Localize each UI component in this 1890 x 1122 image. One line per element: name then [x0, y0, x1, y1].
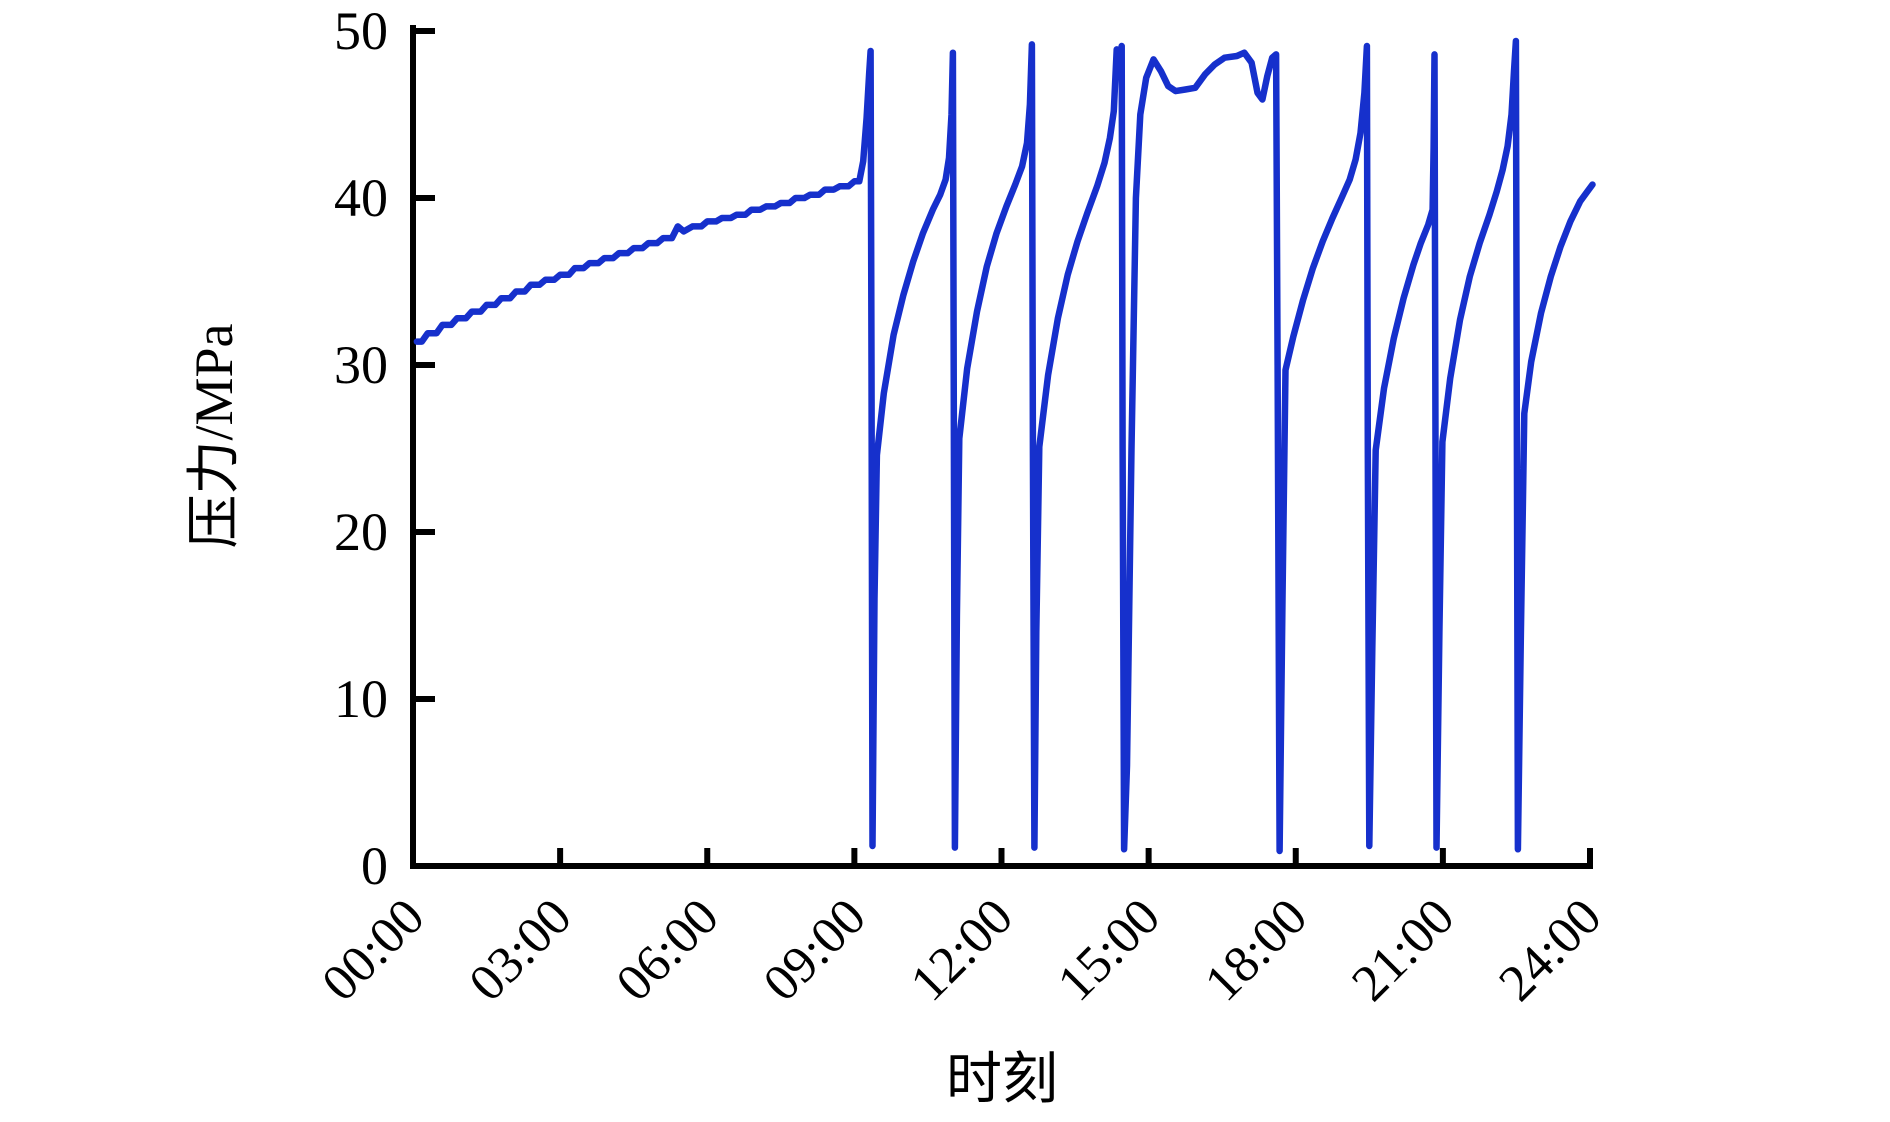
y-tick-label: 20 — [334, 502, 388, 562]
axes: 0 10 20 30 40 50 00:00 03:00 06:00 09:00 12:00 15:0… — [311, 1, 1612, 1012]
pressure-line — [413, 37, 1596, 855]
x-tick-label: 15:00 — [1047, 888, 1171, 1012]
x-tick-label: 18:00 — [1194, 888, 1318, 1012]
x-tick-label: 12:00 — [900, 888, 1024, 1012]
x-tick-label: 00:00 — [311, 888, 435, 1012]
x-tick-label: 06:00 — [606, 888, 730, 1012]
y-tick-label: 0 — [361, 836, 388, 896]
x-axis-title: 时刻 — [946, 1049, 1058, 1111]
y-tick-label: 10 — [334, 669, 388, 729]
y-tick-label: 50 — [334, 1, 388, 61]
x-tick-label: 21:00 — [1341, 888, 1465, 1012]
y-tick-label: 30 — [334, 335, 388, 395]
x-tick-label: 03:00 — [459, 888, 583, 1012]
x-tick-label: 09:00 — [753, 888, 877, 1012]
y-tick-label: 40 — [334, 168, 388, 228]
x-tick-label: 24:00 — [1488, 888, 1612, 1012]
series — [413, 37, 1596, 855]
y-axis-title: 压力/MPa — [184, 323, 244, 548]
